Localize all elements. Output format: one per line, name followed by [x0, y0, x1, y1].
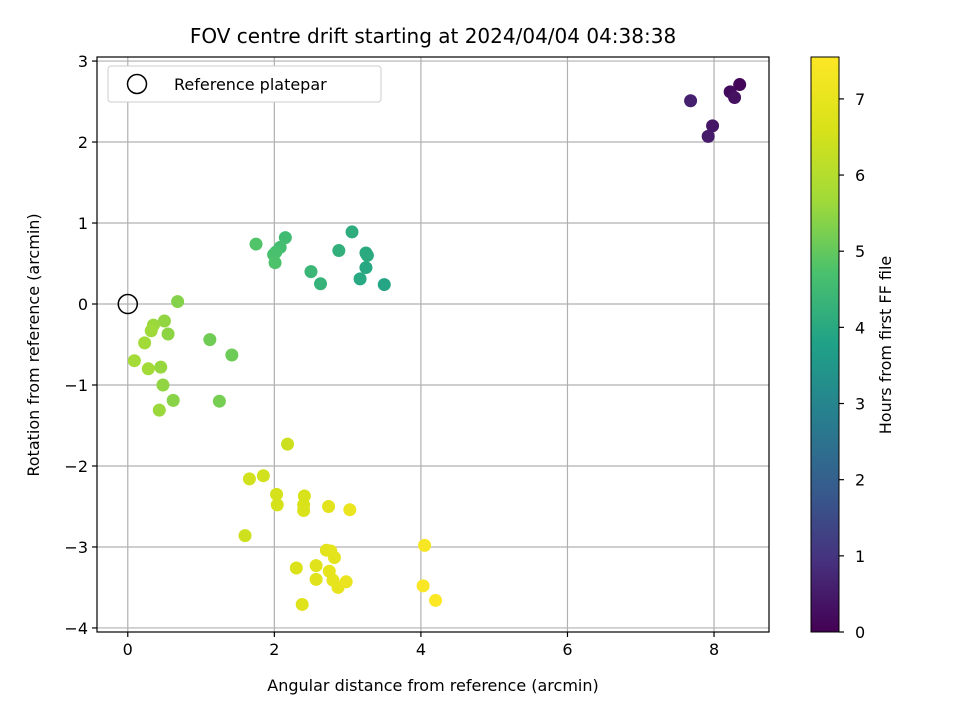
data-point [304, 265, 318, 279]
y-tick-label: 1 [78, 214, 88, 233]
colorbar-ticks: 0 1 2 3 4 5 6 7 [839, 90, 865, 642]
data-point [242, 472, 256, 486]
data-point [314, 277, 328, 291]
data-point [127, 354, 141, 368]
data-point [166, 393, 180, 407]
data-point [295, 597, 309, 611]
colorbar-tick-label: 0 [855, 623, 865, 642]
data-point [289, 561, 303, 575]
data-point [238, 529, 252, 543]
data-point [322, 499, 336, 513]
y-tick-label: 3 [78, 52, 88, 71]
data-point [684, 94, 698, 108]
data-point [327, 550, 341, 564]
colorbar-tick-label: 2 [855, 471, 865, 490]
data-point [733, 78, 747, 92]
data-point [138, 336, 152, 350]
data-point [345, 225, 359, 239]
data-point [377, 278, 391, 292]
data-points [127, 78, 747, 611]
data-point [278, 231, 292, 245]
data-point [281, 437, 295, 451]
data-point [154, 360, 168, 374]
data-point [309, 572, 323, 586]
data-point [161, 327, 175, 341]
data-point [418, 538, 432, 552]
y-tick-label: −4 [64, 619, 88, 638]
data-point [249, 237, 263, 251]
data-point [701, 129, 715, 143]
x-axis-ticks: 0 2 4 6 8 [123, 632, 719, 659]
y-axis-label: Rotation from reference (arcmin) [24, 213, 43, 476]
data-point [359, 261, 373, 275]
x-tick-label: 0 [123, 640, 133, 659]
y-tick-label: 0 [78, 295, 88, 314]
data-point [270, 498, 284, 512]
x-tick-label: 4 [416, 640, 426, 659]
colorbar: 0 1 2 3 4 5 6 7 Hours from first FF file [810, 56, 895, 642]
reference-marker [117, 293, 139, 315]
data-point [156, 378, 170, 392]
data-point [203, 333, 217, 347]
data-point [270, 487, 284, 501]
reference-platepar-point [117, 293, 139, 315]
data-point [297, 504, 311, 518]
data-point [429, 593, 443, 607]
legend-entry-reference: Reference platepar [174, 75, 327, 94]
data-point [343, 503, 357, 517]
legend-box [107, 65, 382, 103]
x-tick-label: 6 [562, 640, 572, 659]
data-point [339, 575, 353, 589]
y-axis-ticks: −4 −3 −2 −1 0 1 2 3 [64, 52, 97, 638]
colorbar-gradient [810, 56, 840, 633]
data-point [332, 244, 346, 258]
data-point [141, 362, 155, 376]
x-tick-label: 2 [269, 640, 279, 659]
data-point [268, 256, 282, 270]
data-point [144, 324, 158, 338]
grid [97, 57, 769, 632]
legend-reference-marker [126, 73, 148, 95]
colorbar-tick-label: 3 [855, 395, 865, 414]
x-tick-label: 8 [709, 640, 719, 659]
data-point [171, 295, 185, 309]
colorbar-tick-label: 1 [855, 547, 865, 566]
data-point [416, 579, 430, 593]
data-point [353, 272, 367, 286]
y-tick-label: −3 [64, 538, 88, 557]
chart-title: FOV centre drift starting at 2024/04/04 … [190, 24, 676, 48]
plot-frame [96, 56, 770, 633]
data-point [152, 403, 166, 417]
x-axis-label: Angular distance from reference (arcmin) [267, 676, 598, 695]
data-point [256, 469, 270, 483]
data-point [309, 559, 323, 573]
colorbar-tick-label: 7 [855, 90, 865, 109]
legend: Reference platepar [107, 65, 382, 103]
data-point [728, 90, 742, 104]
data-point [360, 248, 374, 262]
y-tick-label: 2 [78, 133, 88, 152]
data-point [706, 119, 720, 133]
y-tick-label: −2 [64, 457, 88, 476]
y-tick-label: −1 [64, 376, 88, 395]
data-point [157, 314, 171, 328]
colorbar-tick-label: 5 [855, 242, 865, 261]
colorbar-tick-label: 6 [855, 166, 865, 185]
data-point [225, 348, 239, 362]
data-point [212, 394, 226, 408]
colorbar-label: Hours from first FF file [876, 256, 895, 435]
colorbar-tick-label: 4 [855, 318, 865, 337]
